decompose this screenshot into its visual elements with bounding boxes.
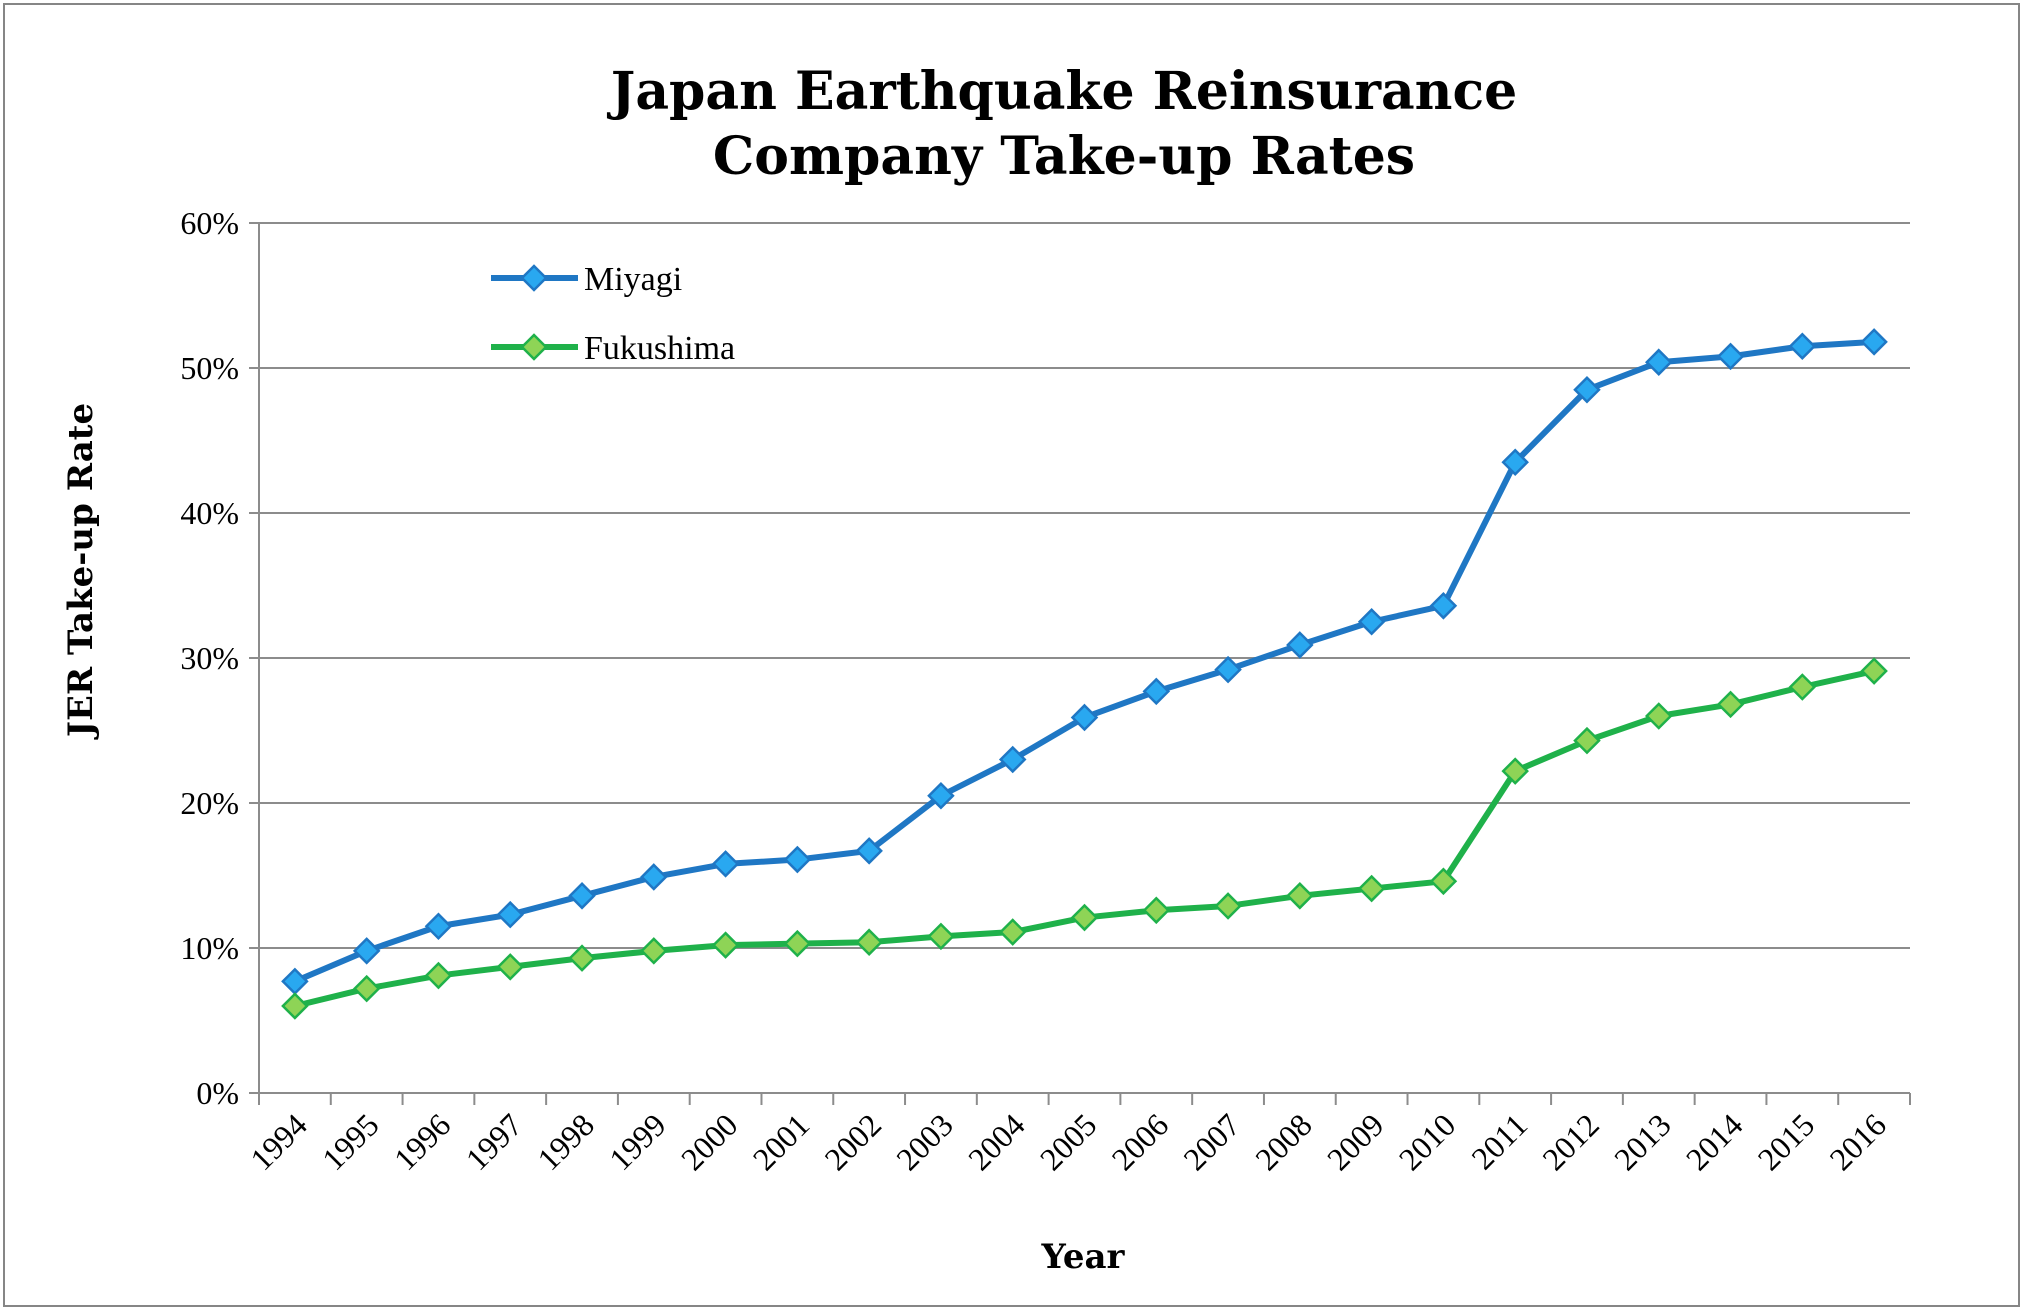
data-point bbox=[1286, 882, 1314, 910]
data-point bbox=[855, 928, 883, 956]
data-point bbox=[1070, 903, 1099, 932]
legend-item-fukushima: Fukushima bbox=[491, 330, 735, 367]
x-tick-label: 2006 bbox=[1105, 1106, 1176, 1177]
y-tick-label: 30% bbox=[180, 640, 239, 676]
y-tick-label: 60% bbox=[180, 205, 239, 241]
data-point bbox=[1573, 726, 1601, 755]
chart-frame bbox=[3, 3, 2020, 1307]
chart-title-line-1: Japan Earthquake Reinsurance bbox=[607, 61, 1517, 122]
data-point bbox=[640, 863, 668, 891]
data-point bbox=[1573, 375, 1601, 404]
x-tick-label: 2008 bbox=[1248, 1106, 1319, 1177]
y-tick-labels: 0% 10% 20% 30% 40% 50% 60% bbox=[180, 205, 239, 1111]
x-tick-label: 1998 bbox=[530, 1106, 601, 1177]
legend: Miyagi Fukushima bbox=[491, 261, 735, 367]
data-point bbox=[1214, 892, 1242, 920]
y-tick-label: 20% bbox=[180, 785, 239, 821]
x-tick-label: 2015 bbox=[1751, 1106, 1822, 1177]
data-point bbox=[1142, 677, 1171, 706]
data-point bbox=[1070, 703, 1099, 732]
data-point bbox=[927, 781, 955, 810]
legend-label: Miyagi bbox=[584, 261, 682, 298]
x-tick-label: 2001 bbox=[746, 1106, 817, 1177]
series-miyagi bbox=[281, 328, 1888, 996]
data-point bbox=[1716, 342, 1745, 371]
x-tick-label: 1995 bbox=[315, 1106, 386, 1177]
x-tick-label: 2016 bbox=[1822, 1106, 1893, 1177]
chart-title-line-2: Company Take-up Rates bbox=[713, 126, 1415, 187]
x-tick-label: 1996 bbox=[387, 1106, 458, 1177]
x-tick-labels: 1994 1995 1996 1997 1998 1999 2000 2001 2002 2003… bbox=[243, 1106, 1893, 1177]
data-point bbox=[998, 918, 1027, 946]
x-tick-label: 1999 bbox=[602, 1106, 673, 1177]
data-point bbox=[783, 845, 812, 874]
y-tick-label: 10% bbox=[180, 930, 239, 966]
data-point bbox=[927, 922, 955, 951]
data-point bbox=[281, 992, 309, 1020]
data-point bbox=[711, 850, 740, 878]
x-tick-label: 2003 bbox=[889, 1106, 960, 1177]
data-point bbox=[1644, 348, 1673, 376]
data-point bbox=[424, 912, 453, 941]
data-point bbox=[1644, 702, 1673, 730]
x-tick-label: 2010 bbox=[1392, 1106, 1463, 1177]
data-point bbox=[424, 961, 453, 990]
y-tick-label: 40% bbox=[180, 495, 239, 531]
data-point bbox=[496, 953, 525, 981]
x-axis-title: Year bbox=[1041, 1237, 1126, 1277]
data-point bbox=[998, 745, 1027, 774]
data-point bbox=[1501, 448, 1529, 477]
x-tick-label: 2000 bbox=[674, 1106, 745, 1177]
y-tick-label: 50% bbox=[180, 350, 239, 386]
x-tick-label: 2005 bbox=[1033, 1106, 1104, 1177]
data-point bbox=[1788, 673, 1817, 701]
data-point bbox=[568, 944, 596, 972]
data-point bbox=[1286, 631, 1314, 659]
series-line bbox=[293, 338, 1875, 985]
legend-label: Fukushima bbox=[584, 330, 735, 367]
gridlines bbox=[259, 222, 1910, 949]
data-point bbox=[783, 929, 812, 958]
data-point bbox=[1357, 607, 1386, 636]
series-fukushima bbox=[281, 657, 1888, 1020]
x-tick-label: 2014 bbox=[1679, 1106, 1750, 1177]
y-axis-title: JER Take-up Rate bbox=[61, 403, 101, 740]
legend-swatch-marker bbox=[520, 264, 548, 292]
data-point bbox=[352, 974, 381, 1003]
data-point bbox=[1788, 332, 1817, 361]
data-point bbox=[568, 882, 596, 910]
x-tick-label: 2009 bbox=[1320, 1106, 1391, 1177]
x-tick-label: 1997 bbox=[458, 1106, 529, 1177]
x-tick-label: 2007 bbox=[1176, 1106, 1247, 1177]
x-tick-label: 2013 bbox=[1607, 1106, 1678, 1177]
axes bbox=[249, 222, 1911, 1105]
data-point bbox=[496, 900, 525, 929]
x-tick-label: 2012 bbox=[1535, 1106, 1606, 1177]
data-point bbox=[855, 837, 883, 865]
data-point bbox=[1429, 867, 1458, 896]
series-layer bbox=[281, 328, 1888, 1020]
data-point bbox=[1501, 757, 1529, 785]
data-point bbox=[1429, 592, 1458, 620]
data-point bbox=[1860, 328, 1888, 356]
legend-item-miyagi: Miyagi bbox=[491, 261, 682, 298]
legend-swatch-marker bbox=[520, 333, 548, 361]
data-point bbox=[281, 967, 309, 996]
data-point bbox=[1214, 655, 1242, 684]
data-point bbox=[711, 931, 740, 959]
x-tick-label: 2002 bbox=[817, 1106, 888, 1177]
data-point bbox=[1860, 657, 1888, 685]
data-point bbox=[1716, 690, 1745, 719]
x-tick-label: 2004 bbox=[961, 1106, 1032, 1177]
data-point bbox=[1357, 874, 1386, 903]
x-tick-label: 1994 bbox=[243, 1106, 314, 1177]
x-tick-label: 2011 bbox=[1464, 1106, 1534, 1176]
data-point bbox=[352, 937, 381, 965]
data-point bbox=[1142, 896, 1171, 925]
data-point bbox=[640, 937, 668, 965]
y-tick-label: 0% bbox=[196, 1075, 239, 1111]
